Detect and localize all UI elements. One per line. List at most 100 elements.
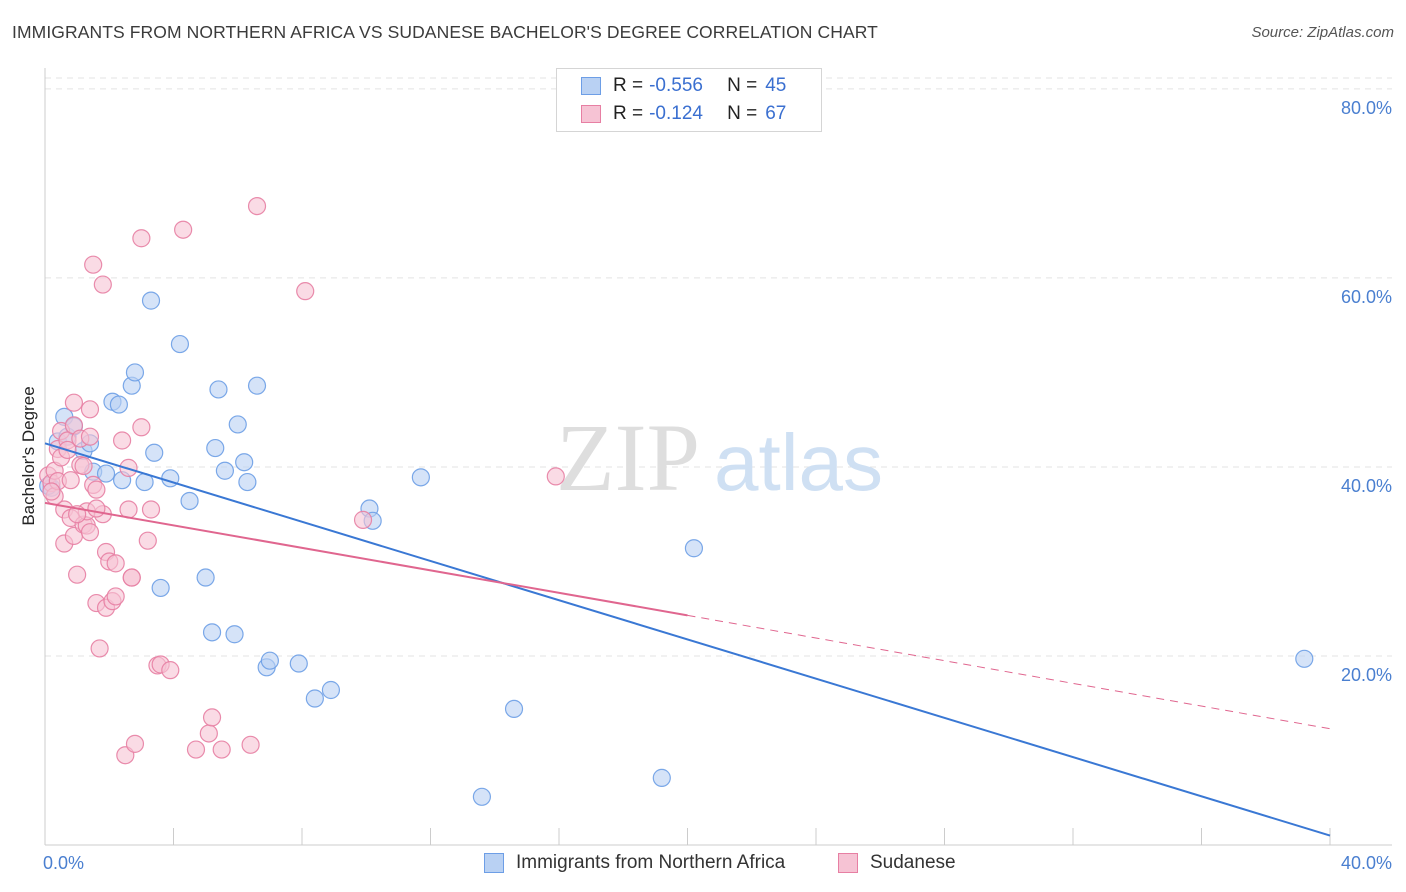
point-northern-africa [141,291,161,310]
scatter-points [39,196,1314,806]
series-pink-swatch [581,105,601,123]
point-northern-africa [235,453,254,472]
point-sudanese [93,275,112,294]
trend-line-sudanese-extrapolated [687,614,1331,730]
trend-lines [44,442,1331,837]
point-sudanese [174,220,193,239]
legend-swatch-pink [838,853,858,873]
point-sudanese [106,554,125,573]
chart-source: Source: ZipAtlas.com [1251,24,1394,41]
point-northern-africa [305,689,324,708]
r-value: -0.556 [649,75,703,96]
point-northern-africa [170,334,190,354]
x-tick-label: 0.0% [43,853,84,873]
point-sudanese [161,661,180,680]
point-northern-africa [652,768,671,787]
stats-legend: R = -0.556 N = 45 R = -0.124 N = 67 [556,68,822,132]
point-northern-africa [472,787,491,806]
point-northern-africa [225,625,244,644]
point-northern-africa [125,363,145,382]
point-sudanese [80,400,100,419]
point-sudanese [138,531,157,550]
point-sudanese [90,639,109,658]
legend-swatch-blue [484,853,504,873]
point-sudanese [125,734,145,753]
legend-label: Sudanese [870,852,956,873]
chart-title: IMMIGRANTS FROM NORTHERN AFRICA VS SUDAN… [12,22,878,42]
n-value: 45 [765,75,787,96]
r-label: R = [613,75,644,96]
x-tick-label: 40.0% [1341,853,1392,873]
point-northern-africa [1295,649,1314,668]
r-value: -0.124 [649,103,703,124]
point-sudanese [247,196,267,216]
point-northern-africa [196,568,215,587]
point-northern-africa [228,415,247,434]
point-sudanese [87,499,106,518]
point-northern-africa [180,491,199,511]
point-northern-africa [411,468,430,487]
point-sudanese [353,510,373,529]
point-northern-africa [209,380,228,399]
point-northern-africa [238,472,257,492]
legend-label: Immigrants from Northern Africa [516,852,786,873]
y-tick-label: 20.0% [1341,665,1392,685]
point-sudanese [141,500,161,519]
point-northern-africa [247,376,267,395]
n-value: 67 [765,103,787,124]
point-sudanese [132,418,151,437]
point-sudanese [546,467,565,486]
tick-labels: 20.0% 40.0% 60.0% 80.0% 0.0% 40.0% [43,98,1392,873]
point-northern-africa [145,443,164,462]
point-sudanese [80,427,100,446]
watermark-zip: ZIP [556,404,700,511]
y-tick-label: 80.0% [1341,98,1392,118]
point-northern-africa [684,539,704,558]
n-label: N = [727,75,758,96]
watermark: ZIP atlas [556,404,883,511]
point-sudanese [74,456,93,476]
watermark-atlas: atlas [714,418,883,507]
point-sudanese [122,568,141,587]
grid-lines [45,77,1392,657]
point-sudanese [212,740,231,759]
point-sudanese [68,565,87,584]
point-northern-africa [321,680,341,700]
point-sudanese [61,471,80,490]
point-northern-africa [289,654,308,673]
r-label: R = [613,103,644,124]
point-sudanese [64,393,84,412]
point-northern-africa [215,461,234,480]
point-sudanese [296,282,315,301]
point-sudanese [84,255,103,274]
point-sudanese [132,229,151,248]
point-sudanese [202,708,222,727]
point-sudanese [80,523,100,542]
point-northern-africa [202,623,222,642]
trend-line-northern-africa [44,442,1331,837]
legend-item-sudanese[interactable]: Sudanese [838,852,956,874]
y-tick-label: 40.0% [1341,476,1392,496]
point-sudanese [241,735,260,754]
stats-legend-row-0: R = -0.556 N = 45 [581,73,786,99]
point-sudanese [112,431,132,450]
stats-legend-row-1: R = -0.124 N = 67 [581,101,786,127]
point-northern-africa [151,578,170,598]
y-axis-label: Bachelor's Degree [19,386,38,525]
n-label: N = [727,103,758,124]
axes [44,68,1392,846]
legend-item-northern-africa[interactable]: Immigrants from Northern Africa [484,852,785,874]
series-legend: Immigrants from Northern Africa Sudanese [0,852,1406,878]
y-tick-label: 60.0% [1341,287,1392,307]
point-sudanese [87,480,106,499]
point-northern-africa [504,699,524,719]
series-blue-swatch [581,77,601,95]
trend-line-sudanese [44,501,688,617]
point-northern-africa [260,651,279,670]
point-sudanese [106,587,125,606]
point-northern-africa [96,464,116,483]
point-sudanese [186,740,206,759]
point-northern-africa [206,438,225,458]
point-sudanese [42,482,61,501]
